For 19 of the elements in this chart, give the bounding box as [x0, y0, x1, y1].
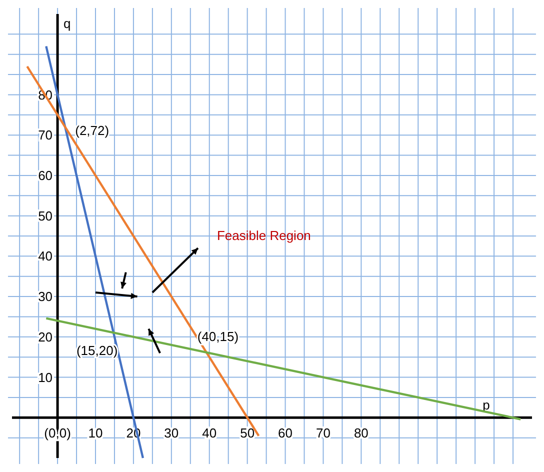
x-tick-label: 40	[202, 426, 217, 441]
y-tick-label: 10	[38, 370, 53, 385]
annotation: (2,72)	[75, 123, 110, 138]
x-tick-label: 10	[88, 426, 103, 441]
x-tick-label: 80	[354, 426, 368, 441]
annotation: (40,15)	[197, 329, 239, 344]
annotation: (15,20)	[76, 342, 118, 358]
y-tick-label: 70	[38, 128, 53, 143]
y-tick-label: 60	[38, 168, 53, 184]
y-tick-label: 20	[38, 329, 53, 344]
annotation: Feasible Region	[216, 228, 311, 244]
y-tick-label: 40	[38, 248, 53, 264]
x-tick-label: 30	[164, 426, 179, 441]
x-tick-label: 50	[240, 426, 255, 441]
y-tick-label: 50	[38, 208, 53, 224]
x-tick-label: 70	[316, 426, 330, 441]
x-tick-label: 60	[278, 426, 293, 441]
y-axis-title: q	[64, 16, 71, 31]
y-tick-label: 30	[38, 289, 53, 304]
